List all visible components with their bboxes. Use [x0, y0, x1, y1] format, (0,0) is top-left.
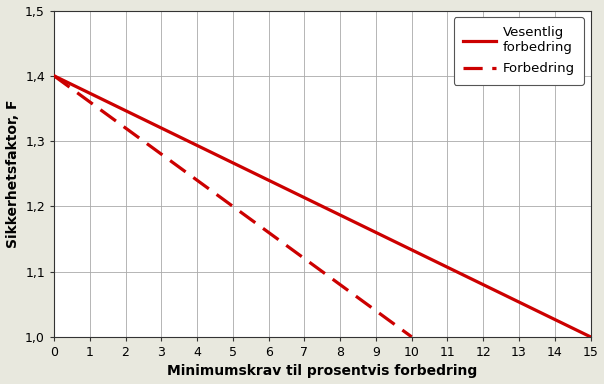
X-axis label: Minimumskrav til prosentvis forbedring: Minimumskrav til prosentvis forbedring	[167, 364, 477, 379]
Y-axis label: Sikkerhetsfaktor, F: Sikkerhetsfaktor, F	[5, 99, 19, 248]
Legend: Vesentlig
forbedring, Forbedring: Vesentlig forbedring, Forbedring	[454, 17, 584, 84]
